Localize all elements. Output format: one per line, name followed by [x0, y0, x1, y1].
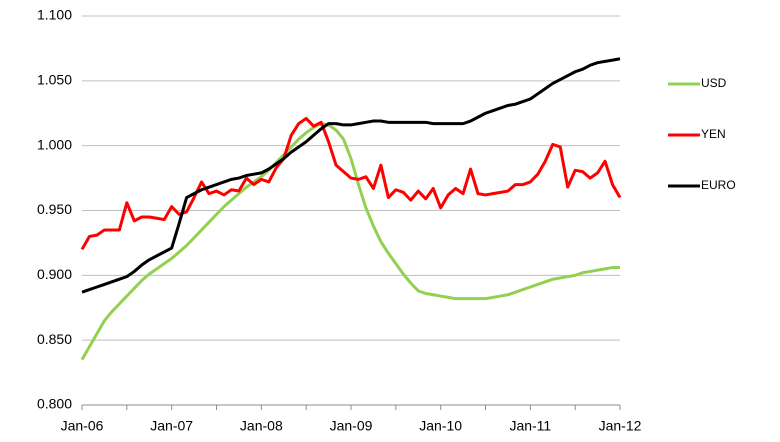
- legend-label: EURO: [701, 178, 736, 192]
- x-tick-label: Jan-09: [330, 418, 373, 434]
- x-tick-label: Jan-11: [509, 418, 551, 434]
- y-tick-label: 0.950: [37, 201, 72, 217]
- x-tick-label: Jan-10: [419, 418, 462, 434]
- x-tick-label: Jan-12: [599, 418, 642, 434]
- series-line: [80, 116, 622, 251]
- legend-label: USD: [701, 76, 727, 90]
- series-line: [80, 122, 620, 361]
- y-tick-label: 0.850: [37, 331, 72, 347]
- y-tick-label: 1.050: [37, 72, 72, 88]
- x-tick-label: Jan-07: [150, 418, 193, 434]
- y-tick-label: 1.100: [37, 7, 72, 23]
- series-line: [81, 57, 621, 294]
- x-tick-label: Jan-06: [61, 418, 104, 434]
- y-tick-label: 0.800: [37, 396, 72, 412]
- y-tick-label: 0.900: [37, 266, 72, 282]
- y-tick-label: 1.000: [37, 136, 72, 152]
- legend-label: YEN: [701, 127, 726, 141]
- x-tick-label: Jan-08: [240, 418, 283, 434]
